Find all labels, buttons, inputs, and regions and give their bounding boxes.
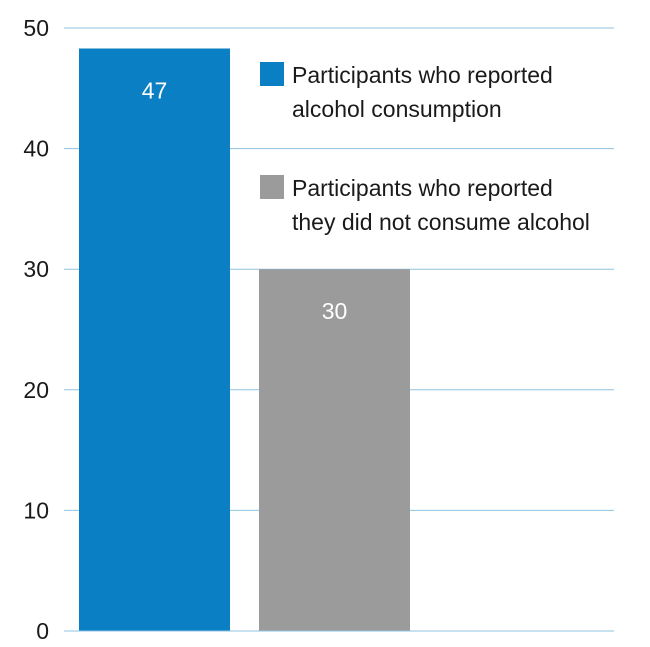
bar-data-label-2: 30 xyxy=(322,298,348,324)
y-tick-label-0: 0 xyxy=(36,618,49,644)
y-tick-label-10: 10 xyxy=(23,497,49,523)
y-tick-label-40: 40 xyxy=(23,136,49,162)
y-tick-label-20: 20 xyxy=(23,377,49,403)
legend-swatch-2 xyxy=(260,175,284,199)
legend-label-1-line-2: alcohol consumption xyxy=(292,96,502,122)
y-tick-label-30: 30 xyxy=(23,256,49,282)
legend-swatch-1 xyxy=(260,62,284,86)
bar-data-label-1: 47 xyxy=(142,78,168,104)
bar-2 xyxy=(259,269,410,631)
legend-label-1-line-1: Participants who reported xyxy=(292,62,553,88)
y-tick-label-50: 50 xyxy=(23,15,49,41)
bar-data-labels: 47 30 xyxy=(142,78,348,325)
legend-label-2-line-2: they did not consume alcohol xyxy=(292,209,590,235)
legend: Participants who reported alcohol consump… xyxy=(260,62,590,235)
bar-1 xyxy=(79,48,230,631)
y-axis-ticks: 0 10 20 30 40 50 xyxy=(23,15,49,644)
bars xyxy=(79,48,410,631)
legend-label-2-line-1: Participants who reported xyxy=(292,175,553,201)
